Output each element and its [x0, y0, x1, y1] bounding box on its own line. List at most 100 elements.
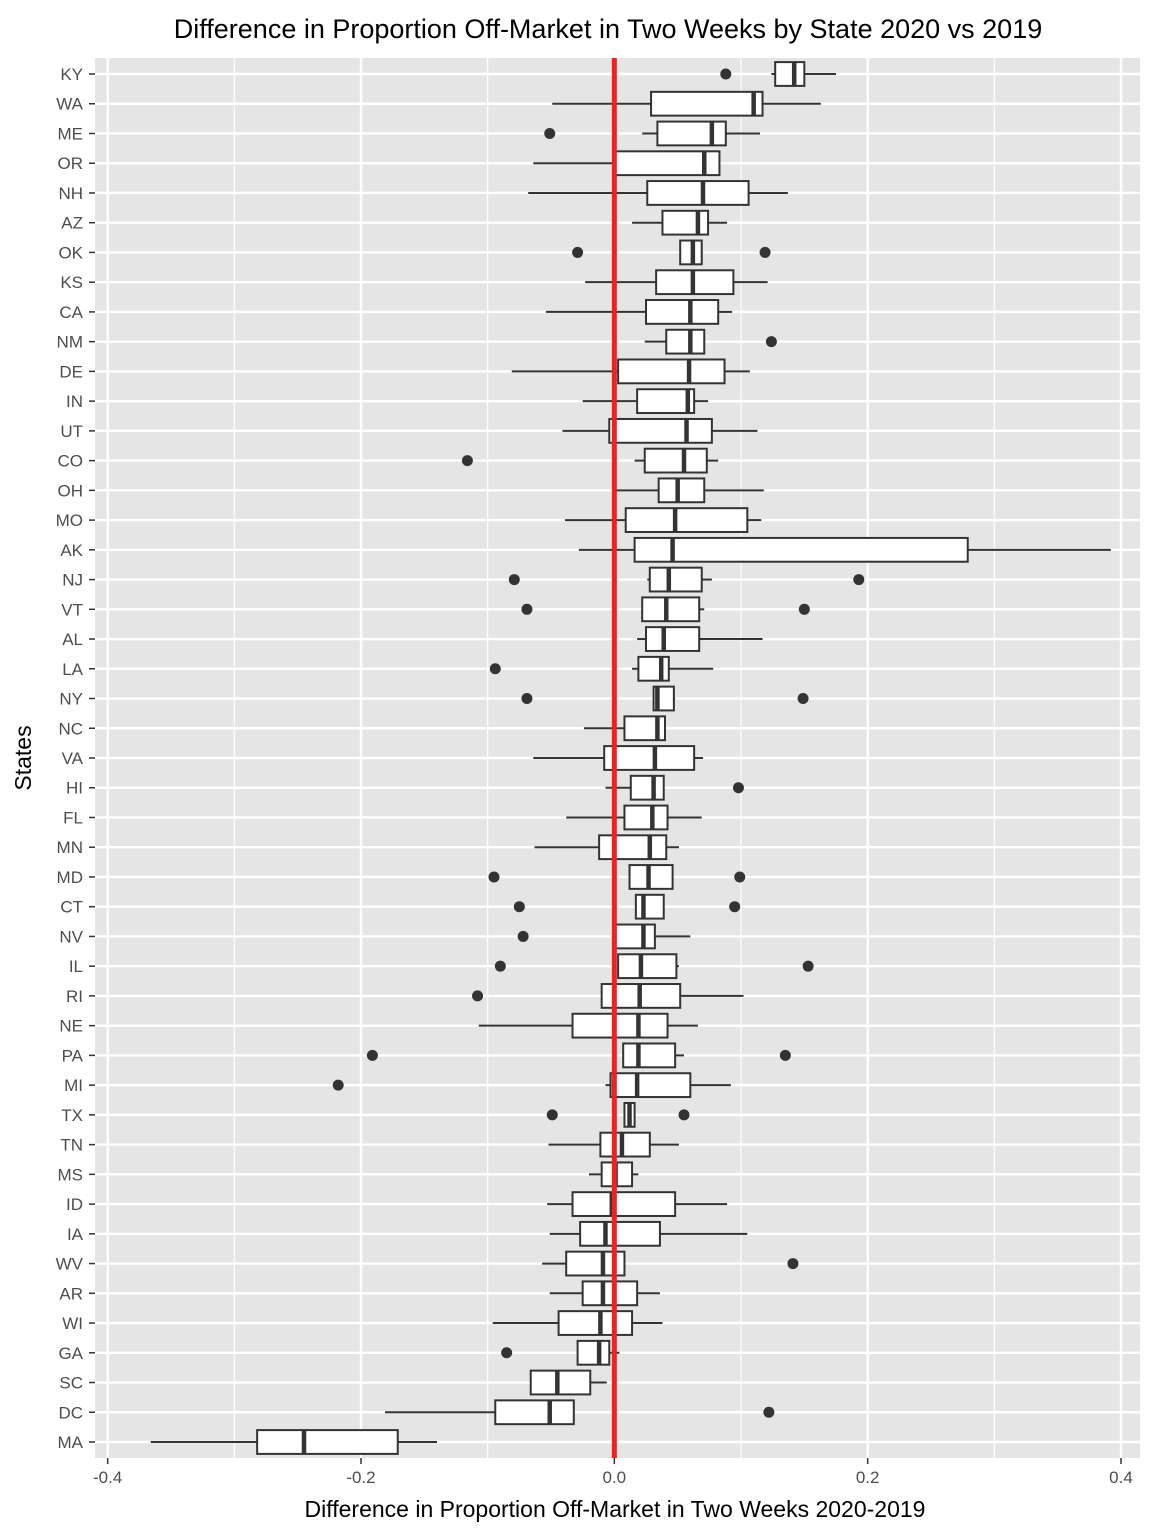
iqr-box	[623, 715, 667, 742]
outlier-point	[732, 782, 744, 794]
iqr-box	[645, 626, 701, 652]
iqr-box	[571, 1012, 669, 1039]
outlier-point	[729, 901, 741, 913]
y-tick-label: NH	[58, 184, 83, 203]
boxplot-sc	[529, 1369, 607, 1396]
y-tick-label: MS	[58, 1165, 84, 1184]
y-tick-label: AL	[62, 630, 83, 649]
y-tick-label: AR	[59, 1284, 83, 1303]
outlier-point	[779, 1049, 791, 1061]
y-tick-label: MA	[58, 1433, 84, 1452]
outlier-point	[489, 663, 501, 675]
boxplot-az	[632, 209, 728, 236]
outlier-point	[517, 930, 529, 942]
boxplot-wa	[552, 90, 821, 117]
boxplot-ia	[549, 1220, 748, 1247]
y-tick-label: AK	[60, 541, 83, 560]
boxplot-nc	[583, 715, 667, 742]
boxplot-ks	[585, 269, 768, 296]
boxplot-dc	[385, 1399, 775, 1426]
iqr-box	[571, 1191, 677, 1217]
outlier-point	[787, 1258, 799, 1270]
y-tick-label: UT	[60, 422, 83, 441]
boxplot-mi	[332, 1072, 731, 1099]
y-tick-label: OK	[58, 243, 83, 262]
iqr-box	[622, 1042, 677, 1069]
iqr-box	[557, 1310, 634, 1336]
outlier-point	[501, 1347, 513, 1359]
y-tick-label: TX	[61, 1106, 83, 1125]
y-tick-label: VA	[62, 749, 84, 768]
y-tick-label: IA	[67, 1225, 84, 1244]
iqr-box	[581, 1280, 639, 1307]
y-axis-title: States	[10, 725, 36, 790]
y-tick-label: HI	[66, 779, 83, 798]
y-tick-label: RI	[66, 987, 83, 1006]
outlier-point	[759, 246, 771, 258]
y-tick-label: KS	[60, 273, 83, 292]
boxplot-nh	[528, 180, 788, 206]
iqr-box	[641, 596, 701, 623]
y-tick-label: MO	[56, 511, 83, 530]
y-tick-label: PA	[62, 1046, 84, 1065]
outlier-point	[521, 603, 533, 615]
y-tick-label: VT	[61, 600, 83, 619]
outlier-point	[461, 455, 473, 467]
outlier-point	[798, 603, 810, 615]
boxplot-vt	[521, 596, 810, 623]
iqr-box	[608, 417, 713, 444]
y-tick-label: WA	[56, 95, 83, 114]
boxplot-il	[494, 953, 814, 980]
y-tick-label: CO	[58, 452, 84, 471]
iqr-box	[643, 447, 708, 474]
chart-title: Difference in Proportion Off-Market in T…	[174, 14, 1042, 44]
y-tick-label: NY	[59, 690, 83, 709]
boxplot-ar	[549, 1280, 660, 1307]
outlier-point	[678, 1109, 690, 1121]
outlier-point	[332, 1079, 344, 1091]
y-tick-label: LA	[62, 660, 83, 679]
boxplot-nj	[508, 566, 865, 593]
y-tick-label: NE	[59, 1017, 83, 1036]
iqr-box	[646, 180, 750, 206]
iqr-box	[617, 953, 678, 980]
y-tick-label: CT	[60, 898, 83, 917]
y-tick-label: ID	[66, 1195, 83, 1214]
axis-layer: KY WA ME OR NH AZ OK KS CA NM DE IN UT CO OH MO AK NJ VT AL…	[56, 65, 1133, 1487]
iqr-box	[494, 1399, 575, 1426]
boxplot-ky	[720, 61, 836, 87]
iqr-box	[576, 1339, 611, 1366]
x-tick-label: -0.2	[346, 1468, 375, 1487]
iqr-box	[633, 536, 969, 563]
boxplot-pa	[366, 1042, 791, 1069]
iqr-box	[599, 1131, 651, 1158]
x-axis-title: Difference in Proportion Off-Market in T…	[305, 1496, 926, 1522]
x-tick-label: 0.4	[1109, 1468, 1133, 1487]
outlier-point	[546, 1109, 558, 1121]
outlier-point	[513, 901, 525, 913]
y-tick-label: MN	[57, 838, 83, 857]
y-tick-label: SC	[59, 1374, 83, 1393]
outlier-point	[521, 693, 533, 705]
iqr-box	[637, 655, 670, 682]
iqr-box	[624, 507, 749, 533]
y-tick-label: GA	[58, 1344, 83, 1363]
box-layer	[150, 58, 1111, 1458]
iqr-box	[628, 864, 674, 890]
y-tick-label: AZ	[61, 214, 83, 233]
y-tick-label: KY	[60, 65, 83, 84]
iqr-box	[623, 804, 669, 831]
boxplot-ut	[562, 417, 758, 444]
boxplot-id	[547, 1191, 728, 1217]
iqr-box	[529, 1369, 592, 1396]
iqr-box	[579, 1220, 661, 1247]
y-tick-label: ME	[58, 124, 84, 143]
outlier-point	[366, 1049, 378, 1061]
outlier-point	[765, 336, 777, 348]
y-tick-label: NV	[59, 927, 83, 946]
y-tick-label: MD	[57, 868, 83, 887]
outlier-point	[763, 1406, 775, 1418]
outlier-point	[508, 574, 520, 586]
y-tick-label: FL	[63, 808, 83, 827]
outlier-point	[572, 246, 584, 258]
